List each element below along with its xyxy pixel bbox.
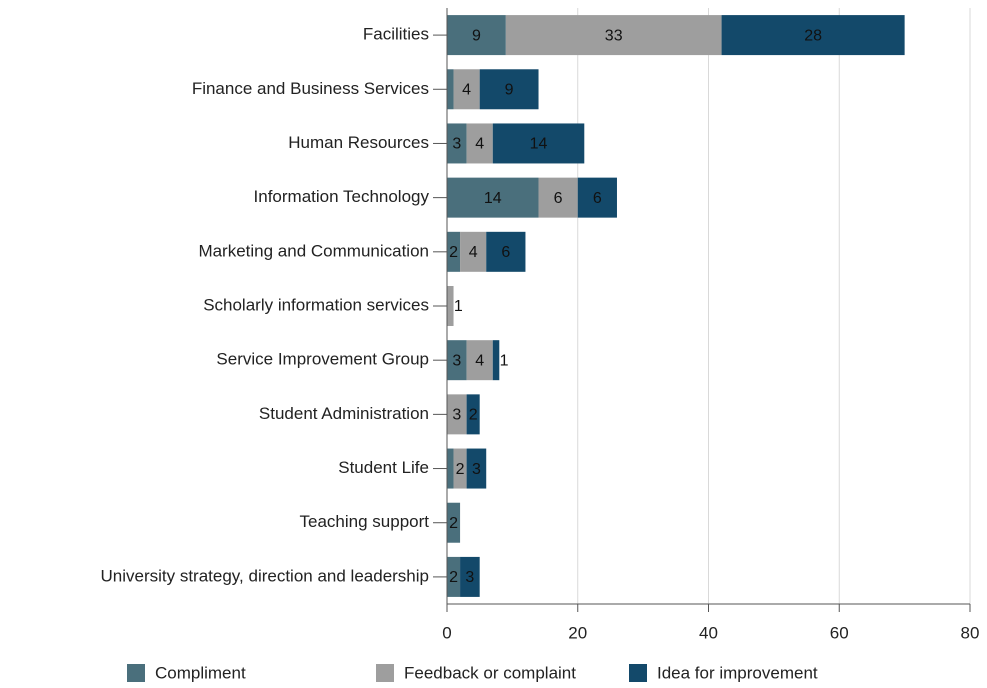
bar-segment [538,177,578,218]
bar-segment [505,15,722,56]
bar-segment [466,394,480,435]
y-tick-label: Finance and Business Services [192,79,429,98]
data-label: 33 [605,27,623,44]
data-label: 6 [593,190,602,207]
legend-label: Idea for improvement [657,663,818,682]
bar-segment [466,123,493,164]
data-label: 2 [449,569,458,586]
data-label: 3 [452,407,461,424]
bar-segment [447,15,506,56]
bar-segment [577,177,617,218]
data-label: 2 [449,244,458,261]
data-label: 4 [475,136,484,153]
data-label: 28 [804,27,822,44]
x-tick-label: 60 [830,623,849,642]
data-label: 3 [465,569,474,586]
bar-segment [460,556,480,597]
data-label: 3 [452,136,461,153]
bar-segment [447,69,454,110]
y-tick-label: Information Technology [254,187,430,206]
bar-segment [466,448,487,489]
data-label: 4 [469,244,478,261]
y-tick-label: Marketing and Communication [198,241,429,260]
y-tick-label: University strategy, direction and leade… [100,566,429,585]
bar-segment [460,231,487,272]
legend-swatch [127,664,145,682]
data-label: 3 [452,352,461,369]
data-label: 2 [469,407,478,424]
data-label: 1 [454,298,463,315]
data-label: 9 [472,27,481,44]
y-tick-label: Student Administration [259,404,429,423]
y-tick-label: Service Improvement Group [216,350,429,369]
data-label: 1 [500,352,509,369]
y-tick-label: Teaching support [300,512,430,531]
data-label: 3 [472,461,481,478]
x-tick-label: 40 [699,623,718,642]
y-tick-label: Human Resources [288,133,429,152]
bar-segment [447,448,454,489]
bar-segment [447,502,461,543]
legend-label: Compliment [155,663,246,682]
bar-segment [447,231,461,272]
bar-segment [492,340,500,381]
data-label: 14 [484,190,502,207]
bar-segment [447,340,467,381]
bar-segment [447,394,467,435]
data-label: 6 [501,244,510,261]
bar-segment [447,123,467,164]
data-label: 6 [554,190,563,207]
y-tick-label: Facilities [363,25,429,44]
bar-segment [453,69,480,110]
data-label: 2 [456,461,465,478]
x-tick-label: 80 [961,623,980,642]
x-tick-label: 0 [442,623,451,642]
x-tick-label: 20 [568,623,587,642]
bar-segment [447,556,461,597]
bar-segment [447,177,539,218]
bar-segment [721,15,905,56]
data-label: 14 [530,136,548,153]
bar-segment [447,286,454,326]
bar-segment [479,69,539,110]
y-tick-label: Student Life [338,458,429,477]
legend-swatch [376,664,394,682]
bar-segment [486,231,526,272]
bar-segment [466,340,493,381]
legend-swatch [629,664,647,682]
data-label: 9 [505,81,514,98]
data-label: 4 [475,352,484,369]
data-label: 4 [462,81,471,98]
bar-segment [492,123,585,164]
bar-segment [453,448,467,489]
data-label: 2 [449,515,458,532]
y-tick-label: Scholarly information services [203,295,429,314]
legend-label: Feedback or complaint [404,663,576,682]
